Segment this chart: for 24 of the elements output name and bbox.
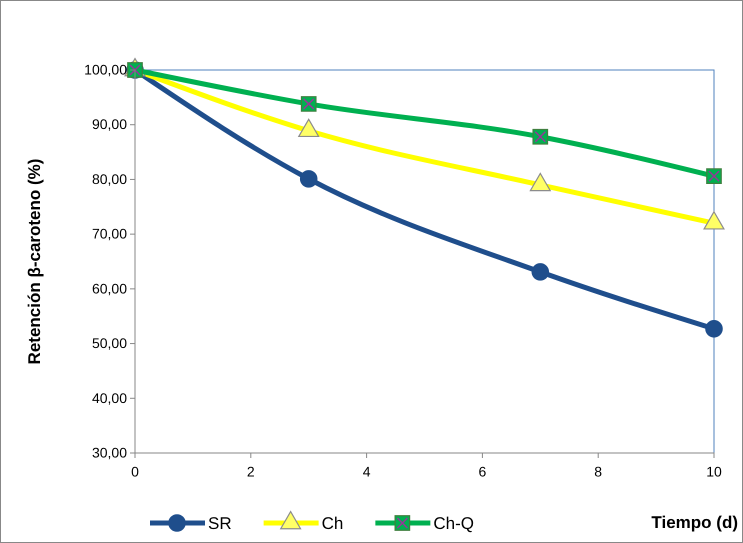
- y-tick-label: 80,00: [92, 170, 128, 187]
- y-tick-label: 70,00: [92, 226, 128, 242]
- x-tick-label: 0: [131, 463, 140, 480]
- x-tick-label: 2: [246, 463, 255, 480]
- point: [705, 320, 723, 338]
- x-tick-label: 8: [594, 463, 602, 480]
- y-tick-label: 60,00: [92, 280, 128, 296]
- y-tick-label: 40,00: [92, 390, 128, 406]
- legend-label: SR: [208, 514, 232, 533]
- y-axis-title: Retención β-caroteno (%): [25, 158, 44, 364]
- x-axis-title: Tiempo (d): [651, 513, 738, 532]
- point: [300, 170, 318, 188]
- point: [532, 263, 550, 281]
- point: [300, 96, 317, 112]
- y-tick-label: 90,00: [92, 116, 128, 132]
- y-tick-label: 100,00: [84, 61, 128, 78]
- legend-label: Ch: [322, 514, 344, 533]
- x-tick-label: 6: [478, 463, 486, 480]
- y-tick-label: 50,00: [92, 335, 128, 352]
- point: [532, 128, 548, 145]
- x-tick-label: 10: [706, 463, 722, 480]
- x-tick-label: 4: [362, 463, 371, 480]
- legend-label: Ch-Q: [433, 514, 474, 533]
- y-tick-label: 30,00: [92, 444, 128, 460]
